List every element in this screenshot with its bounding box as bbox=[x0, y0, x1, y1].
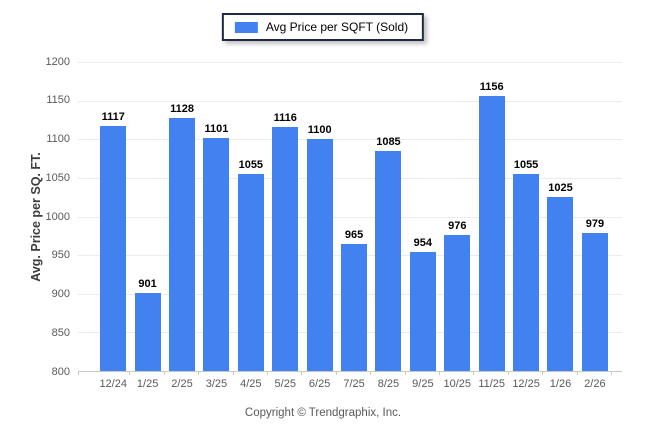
bar bbox=[306, 139, 333, 371]
x-axis-label: 1/26 bbox=[549, 378, 572, 390]
bar-slot: 954 9/25 bbox=[406, 62, 441, 390]
bar bbox=[100, 126, 127, 371]
gridline bbox=[78, 216, 622, 218]
x-axis-label: 1/25 bbox=[136, 378, 159, 390]
x-axis-tick bbox=[335, 371, 337, 375]
bar-slot: 976 10/25 bbox=[440, 62, 475, 390]
x-axis-tick bbox=[370, 371, 372, 375]
bar-slot: 1055 12/25 bbox=[509, 62, 544, 390]
legend-swatch-icon bbox=[234, 21, 258, 33]
x-axis-tick bbox=[267, 371, 269, 375]
x-axis-label: 12/24 bbox=[99, 378, 127, 390]
bar-slot: 1025 1/26 bbox=[543, 62, 578, 390]
gridline bbox=[78, 62, 622, 63]
y-axis-tick-label: 900 bbox=[51, 288, 70, 300]
bar bbox=[134, 292, 161, 371]
bar-slot: 1116 5/25 bbox=[268, 62, 303, 390]
bar bbox=[375, 150, 402, 371]
bar-slot: 965 7/25 bbox=[337, 62, 372, 390]
bar-value-label: 954 bbox=[413, 237, 433, 250]
x-axis-label: 5/25 bbox=[274, 378, 296, 390]
y-axis-tick-label: 950 bbox=[51, 249, 70, 262]
bar bbox=[272, 126, 299, 371]
x-axis-label: 8/25 bbox=[377, 378, 400, 390]
bar-slot: 1085 8/25 bbox=[371, 62, 406, 390]
x-axis-tick bbox=[301, 371, 303, 375]
y-axis-tick-label: 1150 bbox=[46, 94, 70, 107]
bar bbox=[237, 174, 264, 371]
y-axis-tick-label: 1000 bbox=[45, 210, 70, 223]
bar-value-label: 1116 bbox=[273, 111, 297, 124]
x-axis-tick bbox=[473, 371, 475, 375]
bar-slot: 1101 3/25 bbox=[199, 62, 234, 390]
bars-container: 1117 12/24 901 1/25 1128 2/25 1101 3/25 1055 4/25… bbox=[78, 62, 622, 390]
gridline bbox=[78, 139, 622, 141]
bar-value-label: 1101 bbox=[204, 123, 229, 136]
x-axis-tick bbox=[439, 371, 441, 375]
bar-value-label: 1156 bbox=[479, 81, 504, 93]
y-axis-tick-label: 1050 bbox=[45, 171, 70, 184]
y-axis-tick-label: 1200 bbox=[45, 55, 70, 68]
bar-value-label: 979 bbox=[585, 217, 605, 230]
bar-slot: 1055 4/25 bbox=[234, 62, 269, 390]
copyright-text: Copyright © Trendgraphix, Inc. bbox=[244, 407, 402, 419]
y-axis-tick-label: 800 bbox=[51, 365, 70, 378]
bar-value-label: 1025 bbox=[548, 182, 573, 195]
x-axis-label: 6/25 bbox=[308, 378, 331, 390]
y-axis-tick-label: 1100 bbox=[46, 133, 70, 145]
gridline bbox=[78, 177, 622, 179]
bar-value-label: 965 bbox=[344, 228, 364, 241]
bar-slot: 1117 12/24 bbox=[96, 62, 131, 390]
x-axis-label: 4/25 bbox=[240, 378, 262, 390]
x-axis-tick bbox=[129, 371, 131, 375]
x-axis-label: 2/26 bbox=[584, 378, 606, 390]
x-axis-tick bbox=[198, 371, 200, 375]
bar-slot: 1128 2/25 bbox=[165, 62, 200, 390]
bar bbox=[169, 117, 196, 371]
x-axis-tick bbox=[232, 371, 234, 375]
x-axis-tick bbox=[78, 371, 79, 375]
bar bbox=[409, 252, 436, 371]
bar-value-label: 1055 bbox=[238, 159, 264, 172]
bar bbox=[547, 197, 574, 371]
x-axis-label: 11/25 bbox=[478, 378, 506, 390]
x-axis-tick bbox=[576, 371, 578, 375]
bar-value-label: 1117 bbox=[101, 111, 125, 124]
x-axis-tick bbox=[404, 371, 406, 375]
bar bbox=[478, 96, 505, 371]
bar-slot: 901 1/25 bbox=[130, 62, 165, 390]
legend: Avg Price per SQFT (Sold) bbox=[221, 13, 425, 41]
bar-value-label: 1085 bbox=[376, 135, 401, 148]
bar-slot: 1100 6/25 bbox=[302, 62, 337, 390]
x-axis-label: 9/25 bbox=[412, 378, 434, 390]
x-axis-tick bbox=[507, 371, 509, 375]
x-axis-label: 2/25 bbox=[171, 378, 193, 390]
bar-value-label: 1100 bbox=[307, 124, 332, 137]
legend-label: Avg Price per SQFT (Sold) bbox=[265, 20, 409, 34]
bar bbox=[513, 174, 540, 371]
y-axis-tick-label: 850 bbox=[51, 326, 70, 339]
x-axis-tick bbox=[163, 371, 165, 375]
bar bbox=[581, 232, 608, 371]
x-axis-label: 10/25 bbox=[443, 378, 472, 390]
x-axis-label: 3/25 bbox=[205, 378, 228, 390]
plot-area: 1117 12/24 901 1/25 1128 2/25 1101 3/25 1055 4/25… bbox=[78, 62, 622, 390]
x-axis-label: 12/25 bbox=[512, 378, 540, 390]
bar-slot: 979 2/26 bbox=[578, 62, 613, 390]
bar bbox=[203, 138, 230, 371]
bar-value-label: 1055 bbox=[513, 159, 539, 172]
bar-value-label: 976 bbox=[448, 220, 467, 233]
bar-value-label: 1128 bbox=[170, 102, 194, 115]
x-axis-tick bbox=[611, 371, 613, 375]
bar bbox=[341, 243, 368, 371]
gridline bbox=[78, 100, 622, 102]
bar-value-label: 901 bbox=[138, 277, 157, 290]
x-axis-label: 7/25 bbox=[343, 378, 365, 390]
bar bbox=[444, 235, 471, 371]
y-axis-tick-labels: 800 850 900 950 1000 1050 1100 1150 1200 bbox=[0, 56, 70, 378]
x-axis-tick bbox=[542, 371, 544, 375]
bar-slot: 1156 11/25 bbox=[474, 62, 509, 390]
